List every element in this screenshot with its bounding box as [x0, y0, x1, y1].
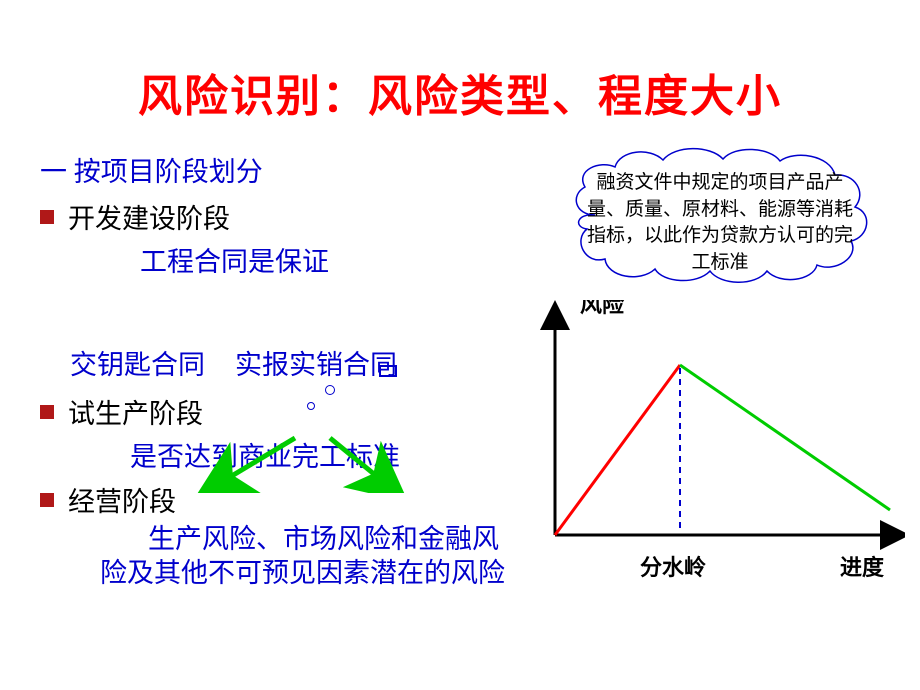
slide-title: 风险识别：风险类型、程度大小 — [30, 60, 890, 124]
thought-bubble-small — [325, 385, 335, 395]
bullet-item-1: 开发建设阶段 — [40, 197, 520, 236]
cloud-text: 融资文件中规定的项目产品产量、质量、原材料、能源等消耗指标，以此作为贷款方认可的… — [580, 170, 860, 276]
contract-row: 交钥匙合同 实报实销合同 — [70, 343, 520, 382]
chart-x-label: 进度 — [840, 555, 885, 580]
bullet-text-1: 开发建设阶段 — [68, 197, 230, 236]
chart-y-label: 风险 — [580, 300, 625, 317]
branch-arrows — [185, 433, 465, 493]
bullet-item-2: 试生产阶段 — [40, 392, 520, 431]
contract-1: 交钥匙合同 — [70, 343, 205, 382]
bullet-icon — [40, 210, 54, 224]
sub-text-3: 生产风险、市场风险和金融风险及其他不可预见因素潜在的风险 — [100, 523, 520, 591]
risk-chart: 风险 分水岭 进度 — [525, 300, 905, 610]
bullet-text-3: 经营阶段 — [68, 480, 176, 519]
thought-bubble-small — [307, 402, 315, 410]
bullet-icon — [40, 405, 54, 419]
bullet-text-2: 试生产阶段 — [68, 392, 203, 431]
contract-2: 实报实销合同 — [235, 343, 397, 382]
sub-text-1: 工程合同是保证 — [140, 240, 520, 279]
section-heading: 一 按项目阶段划分 — [40, 150, 520, 189]
bullet-icon — [40, 493, 54, 507]
chart-mid-label: 分水岭 — [640, 555, 706, 580]
slide: 风险识别：风险类型、程度大小 一 按项目阶段划分 开发建设阶段 工程合同是保证 … — [0, 0, 920, 690]
content-area: 一 按项目阶段划分 开发建设阶段 工程合同是保证 交钥匙合同 实报实销合同 试生… — [40, 150, 520, 597]
